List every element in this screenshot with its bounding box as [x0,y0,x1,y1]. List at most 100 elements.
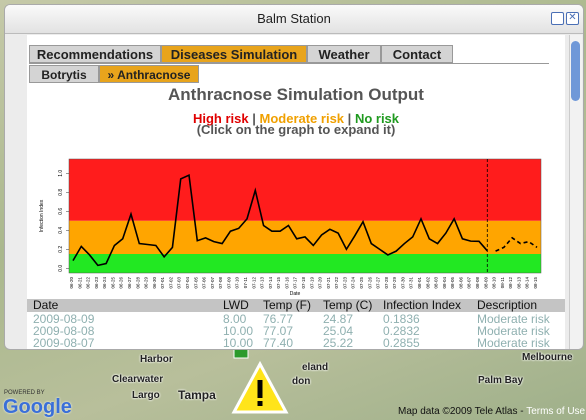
map-credit: Map data ©2009 Tele Atlas - Terms of Use [398,406,585,417]
x-tick-label: 07-28 [384,277,389,289]
x-tick-label: 07-02 [168,277,173,289]
table-header: Infection Index [383,299,461,312]
x-tick-label: 07-12 [251,277,256,289]
map-place: Melbourne [522,352,573,363]
subtab[interactable]: Botrytis [29,65,99,83]
tab[interactable]: Recommendations [29,45,161,63]
window-title: Balm Station [5,11,583,26]
tab[interactable]: Weather [307,45,381,63]
x-tick-label: 07-27 [376,277,381,289]
marker[interactable] [228,346,292,416]
x-tick-label: 07-18 [301,277,306,289]
x-tick-label: 06-26 [119,277,124,289]
x-tick-label: 07-30 [400,277,405,289]
warning-dot [258,401,263,406]
y-tick-label: 0.0 [58,265,64,272]
y-tick-label: 1.0 [58,170,64,177]
x-tick-label: 08-15 [533,277,538,289]
x-tick-label: 07-01 [160,277,165,289]
x-tick-label: 07-07 [210,277,215,289]
x-tick-label: 07-11 [243,277,248,289]
map-place: Tampa [178,388,216,402]
table-header: Description [477,299,537,312]
x-tick-label: 06-23 [94,277,99,289]
x-tick-label: 06-21 [77,277,82,289]
table-cell: Moderate risk [477,337,550,349]
x-tick-label: 07-04 [185,277,190,289]
x-tick-label: 07-17 [293,277,298,289]
x-tick-label: 06-20 [69,277,74,289]
minimize-button[interactable] [551,12,564,25]
tab[interactable]: Contact [381,45,453,63]
x-tick-label: 07-22 [334,277,339,289]
google-logo[interactable]: Google [3,396,72,419]
x-tick-label: 07-10 [235,277,240,289]
map-place: don [292,376,310,387]
table-cell: 0.2855 [383,337,420,349]
y-tick-label: 0.8 [58,189,64,196]
x-tick-label: 07-23 [342,277,347,289]
x-tick-label: 07-14 [268,277,273,289]
table-header: Temp (C) [323,299,372,312]
x-tick-label: 07-24 [351,277,356,289]
y-tick-label: 0.6 [58,208,64,215]
table-cell: 2009-08-07 [33,337,94,349]
x-tick-label: 08-11 [500,277,505,289]
x-tick-label: 08-01 [417,277,422,289]
hint: (Click on the graph to expand it) [27,122,565,137]
x-tick-label: 07-05 [193,277,198,289]
x-tick-label: 06-30 [152,277,157,289]
x-tick-label: 08-08 [475,277,480,289]
table-header: Date [33,299,58,312]
x-tick-label: 08-02 [425,277,430,289]
y-axis-label: Infection Index [39,199,45,232]
scroll-thumb[interactable] [571,41,580,101]
tab-active[interactable]: Diseases Simulation [161,45,307,63]
terms-link[interactable]: Terms of Use [526,406,585,417]
x-tick-label: 07-19 [309,277,314,289]
x-tick-label: 06-25 [110,277,115,289]
scrollbar[interactable] [569,35,582,349]
x-tick-label: 07-20 [318,277,323,289]
map-place: Palm Bay [478,375,523,386]
x-tick-label: 06-27 [127,277,132,289]
x-tick-label: 07-09 [226,277,231,289]
x-tick-label: 06-28 [135,277,140,289]
subtab-active[interactable]: » Anthracnose [99,65,199,83]
popup-window: Balm Station ✕ Recommendations Diseases … [4,4,584,350]
x-tick-label: 07-21 [326,277,331,289]
map-place: Largo [132,390,160,401]
warning-bang [258,380,263,398]
map-place: Harbor [140,354,173,365]
close-button[interactable]: ✕ [566,12,579,25]
risk-band [69,159,541,221]
table-cell: 77.40 [263,337,293,349]
x-tick-label: 08-12 [508,277,513,289]
x-tick-label: 07-26 [367,277,372,289]
page: Harbor Clearwater Largo Tampa eland don … [0,0,586,420]
x-tick-label: 07-13 [260,277,265,289]
x-tick-label: 07-08 [218,277,223,289]
x-tick-label: 08-09 [483,277,488,289]
x-tick-label: 08-03 [434,277,439,289]
map-place: eland [302,362,328,373]
x-tick-label: 07-29 [392,277,397,289]
x-tick-label: 07-31 [409,277,414,289]
x-tick-label: 08-06 [458,277,463,289]
x-axis-label: Date [290,291,301,297]
title-bar: Balm Station ✕ [5,5,583,34]
x-tick-label: 07-03 [177,277,182,289]
risk-band [69,254,541,273]
x-tick-label: 06-24 [102,277,107,289]
credit-text: Map data ©2009 Tele Atlas - [398,406,526,417]
map-place: Clearwater [112,374,163,385]
x-tick-label: 08-14 [525,277,530,289]
x-tick-label: 08-10 [492,277,497,289]
x-tick-label: 06-22 [86,277,91,289]
heading: Anthracnose Simulation Output [27,85,565,105]
table-cell: 10.00 [223,337,253,349]
table-cell: 25.22 [323,337,353,349]
x-tick-label: 07-06 [202,277,207,289]
x-tick-label: 08-07 [467,277,472,289]
